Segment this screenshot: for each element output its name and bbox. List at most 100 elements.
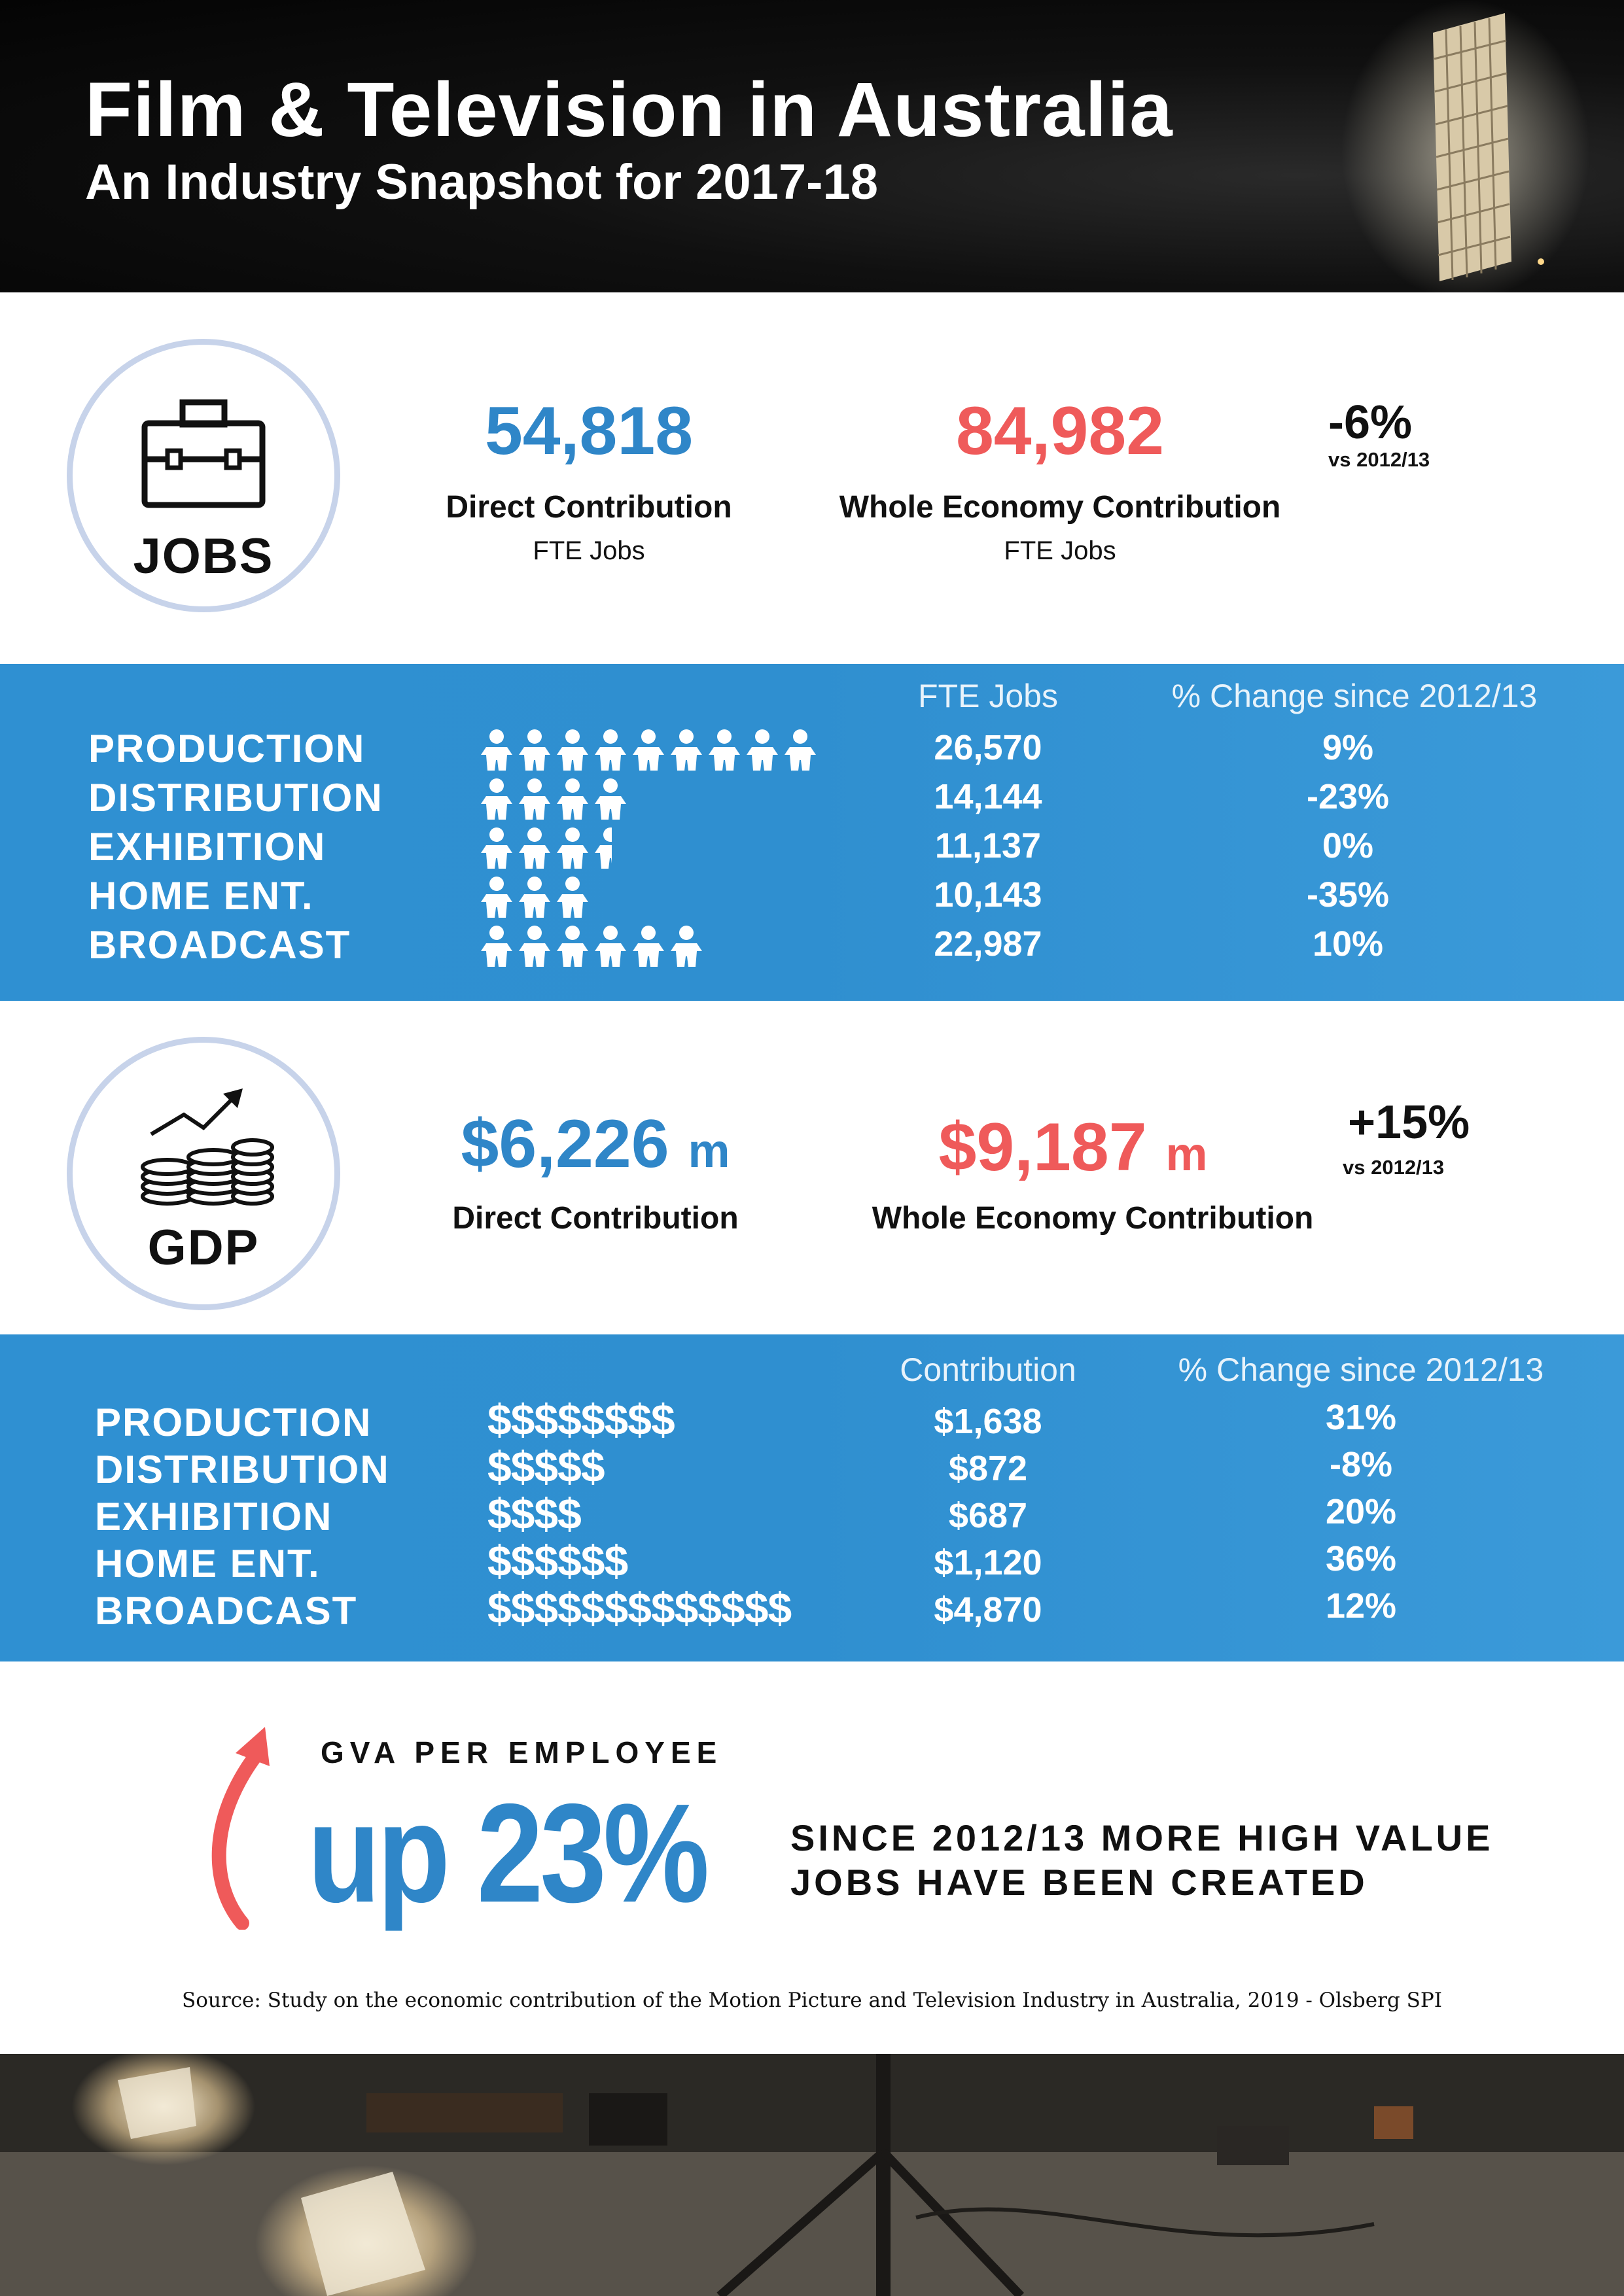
person-icon bbox=[747, 729, 778, 771]
briefcase-icon bbox=[141, 399, 266, 508]
jobs-sector-label: BROADCAST bbox=[88, 923, 351, 967]
jobs-fte-value: 26,570 bbox=[934, 728, 1042, 767]
person-icon bbox=[595, 926, 626, 967]
jobs-change-value: -35% bbox=[1306, 875, 1390, 914]
person-icon bbox=[557, 778, 588, 820]
gdp-sector-label: BROADCAST bbox=[95, 1589, 358, 1633]
gdp-sector-label: DISTRIBUTION bbox=[95, 1448, 390, 1491]
gva-line-1: SINCE 2012/13 MORE HIGH VALUE bbox=[790, 1817, 1494, 1858]
gva-big-value: up 23% bbox=[308, 1774, 709, 1932]
header-banner: Film & Television in Australia An Indust… bbox=[0, 0, 1624, 292]
studio-floor-photo bbox=[0, 2054, 1624, 2296]
person-icon bbox=[595, 778, 626, 820]
person-icon bbox=[671, 926, 702, 967]
jobs-change-value: 0% bbox=[1322, 826, 1374, 865]
page-title: Film & Television in Australia bbox=[85, 67, 1173, 153]
dollar-symbols-row: $$$$$$$$$$$$$ bbox=[487, 1584, 792, 1632]
jobs-direct-value: 54,818 bbox=[484, 393, 694, 469]
dollar-symbols-row: $$$$ bbox=[487, 1489, 582, 1538]
gdp-sector-band: Contribution % Change since 2012/13 PROD… bbox=[0, 1334, 1624, 1661]
gdp-direct-unit: m bbox=[688, 1125, 730, 1177]
dollar-symbols-row: $$$$$$$$ bbox=[487, 1395, 675, 1444]
person-icon bbox=[519, 877, 550, 918]
jobs-fte-value: 22,987 bbox=[934, 924, 1042, 964]
jobs-whole-value: 84,982 bbox=[955, 393, 1165, 469]
gdp-change-note: vs 2012/13 bbox=[1343, 1156, 1445, 1179]
gdp-direct-amount: $6,226 bbox=[461, 1106, 669, 1182]
jobs-change-value: 10% bbox=[1312, 924, 1384, 964]
jobs-circle-label: JOBS bbox=[133, 529, 274, 584]
person-icon bbox=[481, 926, 512, 967]
jobs-col-fte: FTE Jobs bbox=[918, 678, 1058, 714]
jobs-fte-value: 10,143 bbox=[934, 875, 1042, 914]
gdp-change-value: 20% bbox=[1325, 1492, 1397, 1531]
gdp-whole-value: $9,187 m bbox=[890, 1109, 1256, 1187]
source-note: Source: Study on the economic contributi… bbox=[182, 1989, 1442, 2012]
gdp-contribution-value: $1,638 bbox=[934, 1402, 1042, 1441]
gdp-direct-label: Direct Contribution bbox=[452, 1201, 739, 1236]
dollar-symbols-row: $$$$$ bbox=[487, 1442, 605, 1491]
person-icon bbox=[519, 778, 550, 820]
jobs-change-value: -23% bbox=[1306, 777, 1390, 816]
people-icon-row bbox=[481, 827, 612, 869]
jobs-direct-sub: FTE Jobs bbox=[533, 536, 645, 565]
jobs-circle: JOBS bbox=[67, 339, 340, 612]
jobs-whole-sub: FTE Jobs bbox=[1004, 536, 1116, 565]
person-icon bbox=[481, 778, 512, 820]
gdp-circle: GDP bbox=[67, 1037, 340, 1310]
jobs-direct-label: Direct Contribution bbox=[446, 490, 732, 525]
person-icon bbox=[785, 729, 816, 771]
person-icon bbox=[519, 827, 550, 869]
up-arrow-icon bbox=[211, 1727, 270, 1930]
person-icon bbox=[481, 827, 512, 869]
jobs-fte-value: 11,137 bbox=[934, 826, 1042, 865]
person-icon bbox=[519, 926, 550, 967]
person-icon bbox=[481, 877, 512, 918]
gdp-contribution-value: $1,120 bbox=[934, 1543, 1042, 1582]
gdp-sector-label: HOME ENT. bbox=[95, 1542, 321, 1586]
person-icon bbox=[709, 729, 740, 771]
jobs-change: -6% bbox=[1328, 396, 1413, 449]
gdp-whole-unit: m bbox=[1165, 1128, 1208, 1181]
gdp-col-change: % Change since 2012/13 bbox=[1178, 1351, 1544, 1388]
person-icon bbox=[557, 729, 588, 771]
gdp-change: +15% bbox=[1348, 1096, 1470, 1149]
person-icon bbox=[671, 729, 702, 771]
gdp-sector-label: EXHIBITION bbox=[95, 1495, 333, 1539]
gdp-change-value: 36% bbox=[1325, 1539, 1397, 1578]
people-icon-row bbox=[481, 729, 816, 771]
gdp-change-value: 12% bbox=[1325, 1586, 1397, 1626]
people-icon-row bbox=[481, 778, 626, 820]
page-subtitle: An Industry Snapshot for 2017-18 bbox=[85, 154, 879, 210]
jobs-change-note: vs 2012/13 bbox=[1328, 448, 1430, 471]
gdp-contribution-value: $4,870 bbox=[934, 1590, 1042, 1629]
gdp-change-value: 31% bbox=[1325, 1398, 1397, 1437]
jobs-sector-label: EXHIBITION bbox=[88, 825, 327, 869]
gdp-direct-value: $6,226 m bbox=[419, 1105, 772, 1183]
gdp-whole-amount: $9,187 bbox=[938, 1109, 1147, 1185]
gdp-col-contribution: Contribution bbox=[900, 1351, 1076, 1388]
jobs-sector-label: HOME ENT. bbox=[88, 874, 314, 918]
jobs-change-value: 9% bbox=[1322, 728, 1374, 767]
jobs-sector-label: PRODUCTION bbox=[88, 727, 366, 771]
people-icon-row bbox=[481, 926, 702, 967]
person-icon bbox=[633, 926, 664, 967]
jobs-fte-value: 14,144 bbox=[934, 777, 1042, 816]
person-icon bbox=[633, 729, 664, 771]
studio-light-photo bbox=[1341, 0, 1590, 292]
footer-studio-photo bbox=[0, 2054, 1624, 2296]
person-icon bbox=[557, 827, 588, 869]
people-icon-row bbox=[481, 877, 588, 918]
jobs-sector-band: FTE Jobs % Change since 2012/13 PRODUCTI… bbox=[0, 664, 1624, 1001]
person-icon bbox=[595, 729, 626, 771]
jobs-col-change: % Change since 2012/13 bbox=[1171, 678, 1538, 714]
gva-line-2: JOBS HAVE BEEN CREATED bbox=[790, 1862, 1368, 1903]
gdp-whole-label: Whole Economy Contribution bbox=[872, 1201, 1314, 1236]
person-icon bbox=[481, 729, 512, 771]
gdp-sector-label: PRODUCTION bbox=[95, 1400, 372, 1444]
person-icon bbox=[557, 926, 588, 967]
gdp-contribution-value: $872 bbox=[948, 1449, 1028, 1488]
dollar-symbols-row: $$$$$$ bbox=[487, 1537, 628, 1585]
gva-heading: GVA PER EMPLOYEE bbox=[321, 1735, 723, 1769]
gdp-change-value: -8% bbox=[1329, 1445, 1393, 1484]
